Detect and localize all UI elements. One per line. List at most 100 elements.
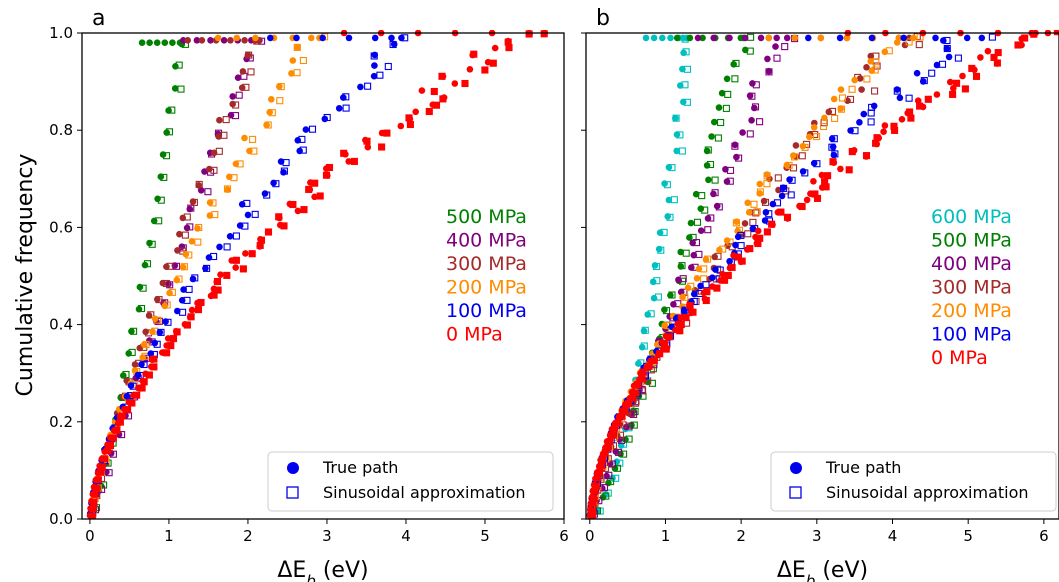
sinusoidal-point bbox=[223, 185, 232, 193]
sinusoidal-point bbox=[735, 226, 744, 234]
sinusoidal-point bbox=[722, 104, 730, 112]
true-path-point bbox=[692, 190, 700, 198]
sinusoidal-point bbox=[916, 102, 924, 110]
sinusoidal-point bbox=[280, 167, 288, 175]
markers bbox=[586, 30, 1059, 519]
sinusoidal-point bbox=[308, 125, 317, 133]
y-tick-label: 0.6 bbox=[49, 218, 73, 236]
true-path-point bbox=[783, 34, 791, 42]
true-path-point bbox=[898, 116, 906, 123]
true-path-point bbox=[128, 328, 135, 335]
sinusoidal-point bbox=[693, 218, 702, 226]
sinusoidal-point bbox=[118, 431, 126, 439]
sinusoidal-point bbox=[863, 75, 871, 83]
sinusoidal-point bbox=[340, 149, 348, 157]
true-path-point bbox=[697, 205, 705, 212]
true-path-point bbox=[261, 190, 269, 197]
true-path-point bbox=[234, 74, 242, 81]
true-path-point bbox=[232, 160, 240, 168]
sinusoidal-point bbox=[744, 230, 752, 238]
sinusoidal-point bbox=[153, 340, 161, 348]
sinusoidal-point bbox=[837, 105, 846, 113]
true-path-point bbox=[335, 105, 343, 112]
true-path-point bbox=[233, 34, 241, 42]
sinusoidal-point bbox=[181, 231, 189, 239]
true-path-point bbox=[817, 34, 825, 42]
true-path-point bbox=[783, 161, 791, 169]
sinusoidal-point bbox=[700, 265, 708, 273]
true-path-point bbox=[860, 110, 868, 118]
true-path-point bbox=[244, 211, 252, 219]
true-path-point bbox=[371, 62, 378, 69]
sinusoidal-point bbox=[210, 252, 218, 261]
sinusoidal-point bbox=[871, 87, 879, 95]
sinusoidal-point bbox=[133, 391, 141, 399]
true-path-point bbox=[364, 143, 372, 151]
true-path-point bbox=[756, 180, 764, 188]
y-tick-label: 0.4 bbox=[49, 316, 73, 334]
sinusoidal-point bbox=[280, 222, 288, 230]
true-path-point bbox=[180, 286, 187, 293]
sinusoidal-point bbox=[249, 135, 257, 143]
true-path-point bbox=[901, 41, 909, 49]
true-path-point bbox=[745, 209, 753, 216]
sinusoidal-point bbox=[210, 291, 218, 299]
sinusoidal-point bbox=[293, 43, 301, 51]
sinusoidal-point bbox=[648, 379, 656, 387]
sinusoidal-point bbox=[299, 146, 307, 154]
sinusoidal-point bbox=[624, 400, 633, 408]
sinusoidal-point bbox=[264, 228, 273, 236]
true-path-point bbox=[693, 275, 701, 282]
sinusoidal-point bbox=[163, 301, 171, 309]
sinusoidal-point bbox=[220, 131, 228, 139]
sinusoidal-point bbox=[98, 463, 106, 471]
sinusoidal-point bbox=[732, 59, 740, 67]
sinusoidal-point bbox=[845, 166, 853, 174]
true-path-point bbox=[810, 178, 817, 185]
sinusoidal-point bbox=[1021, 34, 1029, 42]
true-path-point bbox=[710, 34, 717, 42]
true-path-point bbox=[697, 227, 705, 234]
sinusoidal-point bbox=[109, 434, 117, 442]
sinusoidal-point bbox=[695, 250, 703, 258]
sinusoidal-point bbox=[613, 464, 621, 472]
sinusoidal-point bbox=[824, 172, 832, 180]
sinusoidal-point bbox=[721, 276, 729, 284]
sinusoidal-point bbox=[746, 245, 754, 253]
true-path-point bbox=[370, 72, 378, 80]
sinusoidal-point bbox=[268, 109, 276, 117]
sinusoidal-point bbox=[893, 87, 901, 95]
true-path-point bbox=[216, 243, 223, 251]
true-path-point bbox=[880, 128, 887, 135]
true-path-point bbox=[123, 393, 131, 400]
sinusoidal-point bbox=[848, 148, 856, 156]
true-path-point bbox=[900, 34, 907, 42]
sinusoidal-point bbox=[169, 335, 178, 343]
true-path-point bbox=[154, 195, 161, 203]
true-path-point bbox=[687, 219, 695, 227]
sinusoidal-point bbox=[180, 263, 188, 271]
true-path-point bbox=[749, 80, 756, 87]
true-path-point bbox=[943, 45, 951, 52]
sinusoidal-point bbox=[616, 459, 624, 467]
marker-legend: True path Sinusoidal approximation bbox=[770, 451, 1057, 512]
sinusoidal-point bbox=[811, 130, 819, 139]
true-path-point bbox=[691, 290, 698, 298]
panel-label: a bbox=[92, 6, 105, 31]
sinusoidal-point bbox=[141, 352, 149, 360]
sinusoidal-point bbox=[204, 188, 212, 196]
true-path-point bbox=[711, 118, 718, 126]
sinusoidal-point bbox=[683, 65, 692, 73]
sinusoidal-point bbox=[597, 461, 606, 469]
sinusoidal-point bbox=[257, 236, 266, 244]
sinusoidal-point bbox=[781, 43, 789, 51]
sinusoidal-point bbox=[682, 314, 690, 322]
true-path-point bbox=[176, 230, 183, 238]
sinusoidal-point bbox=[734, 253, 742, 261]
true-path-point bbox=[412, 108, 420, 116]
sinusoidal-point bbox=[617, 436, 626, 444]
series-500-mpa bbox=[90, 39, 190, 512]
sinusoidal-point bbox=[163, 349, 171, 357]
sinusoidal-point bbox=[714, 134, 722, 142]
